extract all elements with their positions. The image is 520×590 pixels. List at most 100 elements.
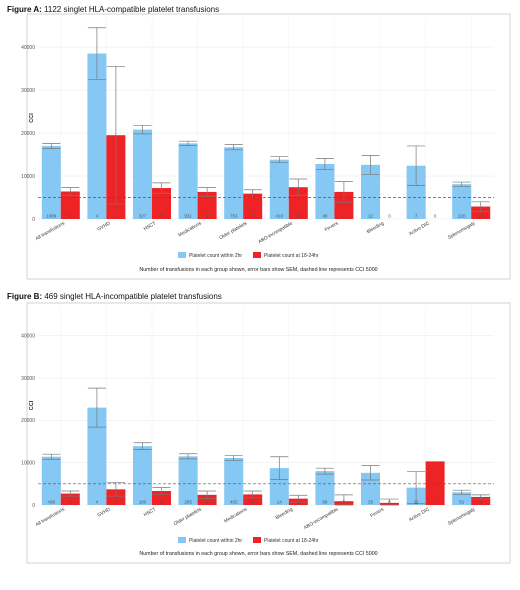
- figure-a-count-label: 38: [159, 214, 165, 219]
- figure-a-count-label: 71: [250, 214, 256, 219]
- figure-a-count-label: 4: [96, 214, 99, 219]
- figure-b-legend-label-within-2hr: Platelet count within 2hr: [189, 538, 242, 544]
- figure-b-label: Figure B:: [7, 292, 43, 301]
- figure-b-bar-at-18-24hr: [425, 461, 445, 505]
- figure-a-bar-at-18-24hr: [197, 191, 217, 219]
- figure-a-bar-at-18-24hr: [152, 188, 171, 219]
- figure-b-ytick-label: 30000: [21, 376, 35, 382]
- figure-b-count-label: 402: [230, 500, 238, 505]
- figure-b-count-label: 2: [115, 500, 118, 505]
- figure-b-count-label: 81: [459, 500, 465, 505]
- figure-a-bar-within-2hr: [315, 163, 335, 219]
- figure-a-count-label: 1089: [46, 214, 57, 219]
- figure-b-ytick-label: 20000: [21, 418, 35, 424]
- figure-a-category-label: HSCT: [143, 221, 157, 233]
- figure-b-bar-within-2hr: [133, 446, 152, 505]
- figure-a-ytick-label: 0: [32, 217, 35, 223]
- figure-a-bar-within-2hr: [87, 53, 107, 219]
- figure-a-bar-at-18-24hr: [471, 206, 491, 219]
- figure-b-count-label: 61: [250, 500, 256, 505]
- figure-b-bar-within-2hr: [269, 468, 289, 505]
- figure-b-category-label: Medications: [223, 506, 249, 524]
- figure-a-count-label: 410: [276, 214, 284, 219]
- figure-b-count-label: 439: [48, 500, 56, 505]
- figure-a-title: Figure A: 1122 singlet HLA-compatible pl…: [7, 5, 219, 14]
- figure-a-category-label: GVHD: [96, 220, 111, 232]
- figure-a-title-text: 1122 singlet HLA-compatible platelet tra…: [44, 5, 220, 14]
- figure-a-ytick-label: 30000: [21, 88, 35, 94]
- figure-a-legend-swatch-within-2hr: [178, 252, 186, 258]
- figure-b-caption: Number of transfusions in each group sho…: [139, 551, 377, 557]
- figure-b-bar-within-2hr: [361, 472, 380, 505]
- figure-a-count-label: 81: [68, 214, 74, 219]
- figure-a-bar-at-18-24hr: [60, 191, 80, 219]
- figure-b-ylabel: CCI: [29, 400, 35, 410]
- figure-b-count-label: 5: [343, 500, 346, 505]
- figure-b-count-label: 8: [479, 500, 482, 505]
- figure-a-count-label: 0: [388, 214, 391, 219]
- figure-a-bar-at-18-24hr: [243, 193, 263, 219]
- figure-a-bar-within-2hr: [361, 164, 380, 219]
- figure-a-category-label: Older platelets: [218, 220, 248, 241]
- figure-b-panel-border: [26, 302, 511, 564]
- figure-b-count-label: 30: [205, 500, 211, 505]
- figure-a-bar-within-2hr: [178, 143, 198, 219]
- figure-a-ytick-label: 10000: [21, 174, 35, 180]
- figure-a-category-label: ABO-incompatible: [257, 220, 294, 245]
- figure-b-legend-label-at-18-24hr: Platelet count at 18-24hr: [264, 538, 319, 544]
- figure-b-ytick-label: 10000: [21, 460, 35, 466]
- figure-a-caption: Number of transfusions in each group sho…: [139, 267, 377, 273]
- figure-a-bar-within-2hr: [269, 159, 289, 219]
- figure-a-bar-at-18-24hr: [334, 191, 354, 219]
- figure-b-count-label: 25: [368, 500, 374, 505]
- figure-a-ylabel: CCI: [29, 113, 35, 123]
- figure-a-count-label: 327: [139, 214, 147, 219]
- figure-a-count-label: 20: [296, 214, 302, 219]
- figure-b-title-text: 469 singlet HLA-incompatible platelet tr…: [44, 292, 222, 301]
- figure-a-count-label: 48: [322, 214, 328, 219]
- figure-a-bar-within-2hr: [41, 145, 61, 219]
- figure-b-category-label: HSCT: [143, 507, 157, 519]
- figure-b-title: Figure B: 469 singlet HLA-incompatible p…: [7, 292, 222, 301]
- figure-b-category-label: All transfusions: [35, 506, 67, 528]
- figure-a-panel-border: [26, 13, 511, 280]
- figure-b-bar-at-18-24hr: [106, 489, 126, 505]
- figure-a-ytick-label: 20000: [21, 131, 35, 137]
- figure-b-category-label: Fevers: [369, 506, 385, 519]
- figure-a-bar-within-2hr: [452, 184, 472, 219]
- figure-b-bar-at-18-24hr: [60, 493, 80, 505]
- figure-a-category-label: Active DIC: [408, 220, 431, 237]
- figure-b-legend-swatch-within-2hr: [178, 537, 186, 543]
- figure-b-bar-within-2hr: [224, 458, 244, 505]
- figure-a-bar-within-2hr: [133, 129, 152, 219]
- figure-b-bar-at-18-24hr: [471, 496, 491, 505]
- figure-a-count-label: 66: [205, 214, 211, 219]
- figure-b-bar-within-2hr: [87, 407, 107, 505]
- figure-a-count-label: 7: [415, 214, 418, 219]
- figure-b-count-label: 59: [68, 500, 74, 505]
- figure-b-count-label: 6: [388, 500, 391, 505]
- figure-b-ytick-label: 40000: [21, 333, 35, 339]
- figure-a-count-label: 753: [230, 214, 238, 219]
- figure-b-count-label: 11: [414, 500, 419, 505]
- figure-b-legend-swatch-at-18-24hr: [253, 537, 261, 543]
- figure-b-count-label: 285: [184, 500, 192, 505]
- figure-b-bar-at-18-24hr: [243, 494, 263, 505]
- figure-b-category-label: GVHD: [96, 506, 111, 518]
- figure-b-bar-within-2hr: [41, 456, 61, 505]
- figure-b-bar-at-18-24hr: [197, 494, 217, 505]
- figure-a-category-label: Splenomegaly: [447, 220, 477, 241]
- figure-b-count-label: 4: [96, 500, 99, 505]
- figure-b-category-label: Older platelets: [173, 506, 203, 527]
- figure-b-category-label: Bleeding: [275, 506, 294, 521]
- figure-b-count-label: 2: [297, 500, 300, 505]
- figure-a-category-label: All transfusions: [35, 220, 67, 242]
- figure-a-count-label: 26: [478, 214, 484, 219]
- figure-a-category-label: Fevers: [324, 220, 340, 233]
- figure-b-count-label: 180: [139, 500, 147, 505]
- figure-b-bar-within-2hr: [452, 492, 472, 505]
- figure-a-ytick-label: 40000: [21, 45, 35, 51]
- figure-a-count-label: 6: [343, 214, 346, 219]
- figure-a-category-label: Medications: [177, 220, 203, 238]
